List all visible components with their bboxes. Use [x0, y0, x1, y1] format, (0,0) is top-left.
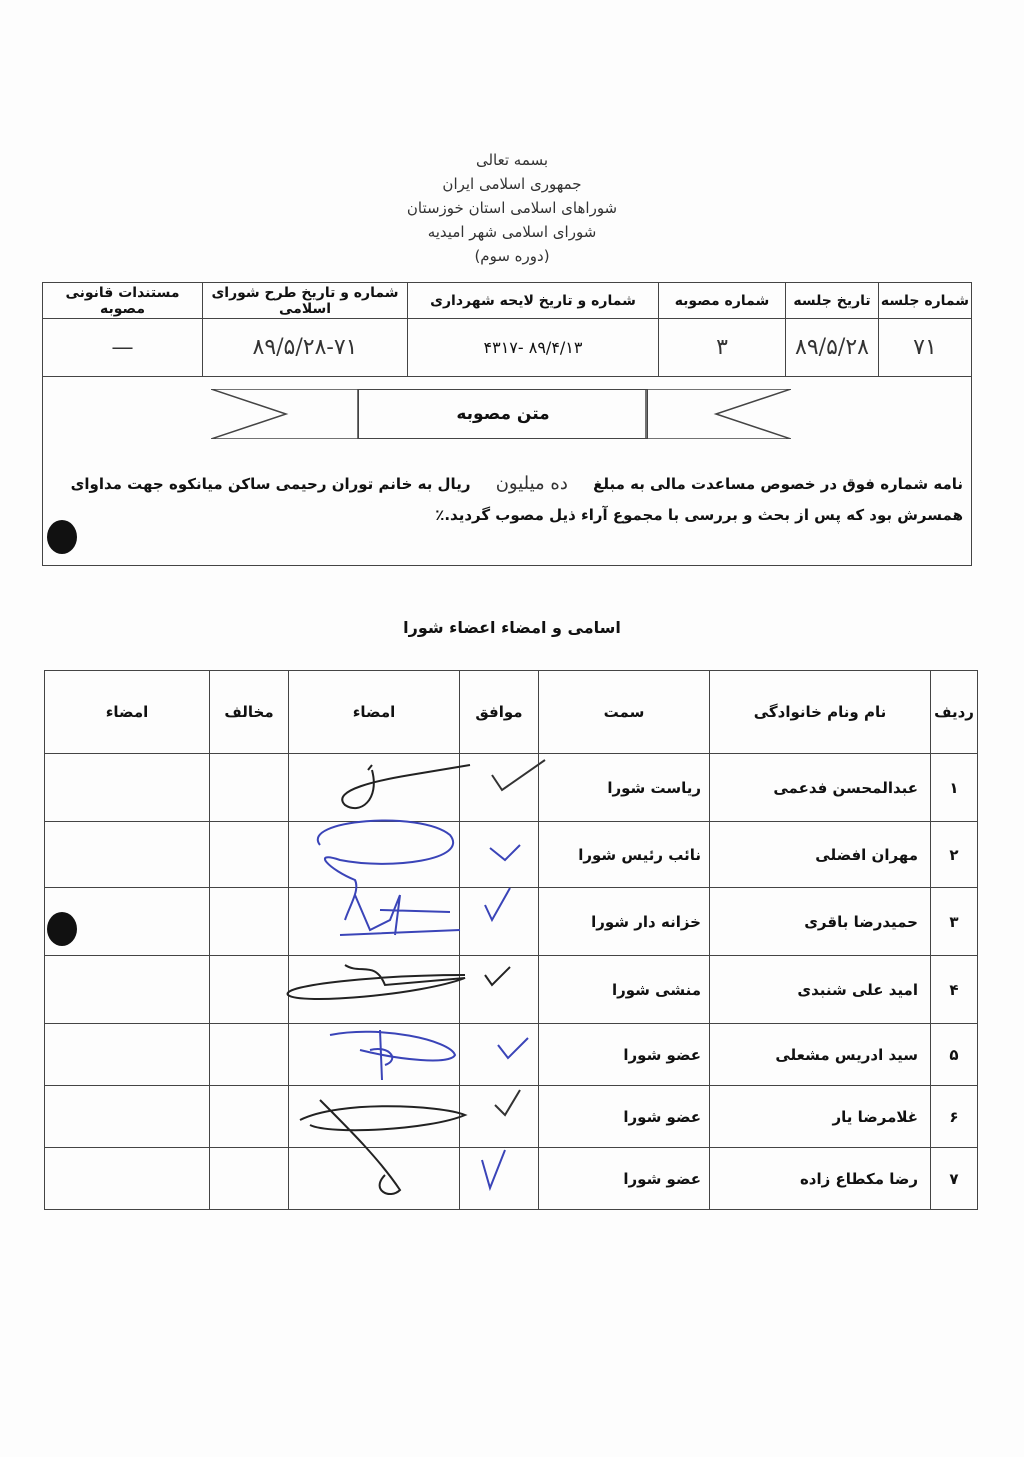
- header-line: شورای اسلامی شهر امیدیه: [427, 223, 597, 241]
- table-row: ۱ عبدالمحسن فدعمی ریاست شورا: [44, 753, 978, 822]
- member-role: ریاست شورا: [538, 753, 710, 822]
- legal-basis: —: [42, 318, 203, 377]
- handwritten-amount: ده میلیون: [495, 473, 568, 494]
- punch-hole: [47, 912, 77, 946]
- resolution-number: ۳: [658, 318, 786, 377]
- member-name: غلامرضا یار: [709, 1085, 931, 1148]
- approve-cell: [459, 1023, 539, 1086]
- signature-cell: [288, 887, 460, 956]
- member-role: خزانه دار شورا: [538, 887, 710, 956]
- punch-hole: [47, 520, 77, 554]
- col-session-date: تاریخ جلسه: [785, 282, 879, 319]
- col-approve-signature: امضاء: [288, 670, 460, 754]
- table-row: ۷ رضا مکطاع زاده عضو شورا: [44, 1147, 978, 1210]
- col-name: نام ونام خانوادگی: [709, 670, 931, 754]
- col-legal-basis: مستندات قانونی مصوبه: [42, 282, 203, 319]
- signature-cell: [44, 1023, 210, 1086]
- table-row: ۲ مهران افضلی نائب رئیس شورا: [44, 821, 978, 888]
- oppose-cell: [209, 955, 289, 1024]
- body-text-end: ریال به خانم توران رحیمی ساکن میانکوه جه…: [70, 475, 963, 524]
- col-resolution-number: شماره مصوبه: [658, 282, 786, 319]
- signature-cell: [44, 955, 210, 1024]
- member-name: حمیدرضا باقری: [709, 887, 931, 956]
- body-text-start: نامه شماره فوق در خصوص مساعدت مالی به مب…: [593, 475, 963, 493]
- approve-cell: [459, 1147, 539, 1210]
- header-line: جمهوری اسلامی ایران: [442, 175, 582, 193]
- signature-cell: [44, 1085, 210, 1148]
- col-row: ردیف: [930, 670, 978, 754]
- col-municipal-bill: شماره و تاریخ لایحه شهرداری: [407, 282, 659, 319]
- row-number: ۳: [930, 887, 978, 956]
- resolution-meta-table: شماره جلسه تاریخ جلسه شماره مصوبه شماره …: [42, 282, 972, 377]
- resolution-text-box: متن مصوبه نامه شماره فوق در خصوص مساعدت …: [42, 373, 972, 566]
- signature-cell: [288, 1147, 460, 1210]
- session-date: ۸۹/۵/۲۸: [785, 318, 879, 377]
- signature-cell: [288, 955, 460, 1024]
- row-number: ۴: [930, 955, 978, 1024]
- signature-cell: [288, 753, 460, 822]
- row-number: ۵: [930, 1023, 978, 1086]
- oppose-cell: [209, 753, 289, 822]
- row-number: ۱: [930, 753, 978, 822]
- oppose-cell: [209, 887, 289, 956]
- session-number: ۷۱: [878, 318, 972, 377]
- col-approve: موافق: [459, 670, 539, 754]
- approve-cell: [459, 887, 539, 956]
- resolution-banner-title: متن مصوبه: [358, 389, 648, 439]
- oppose-cell: [209, 1023, 289, 1086]
- signature-cell: [44, 753, 210, 822]
- council-plan: ۸۹/۵/۲۸-۷۱: [202, 318, 408, 377]
- col-oppose: مخالف: [209, 670, 289, 754]
- member-name: رضا مکطاع زاده: [709, 1147, 931, 1210]
- signature-cell: [44, 821, 210, 888]
- approve-cell: [459, 1085, 539, 1148]
- col-role: سمت: [538, 670, 710, 754]
- table-row: ۳ حمیدرضا باقری خزانه دار شورا: [44, 887, 978, 956]
- table-row: ۵ سید ادریس مشعلی عضو شورا: [44, 1023, 978, 1086]
- row-number: ۲: [930, 821, 978, 888]
- table-row: ۴ امید علی شنبدی منشی شورا: [44, 955, 978, 1024]
- member-name: سید ادریس مشعلی: [709, 1023, 931, 1086]
- col-session-number: شماره جلسه: [878, 282, 972, 319]
- signature-cell: [288, 1085, 460, 1148]
- approve-cell: [459, 753, 539, 822]
- member-role: نائب رئیس شورا: [538, 821, 710, 888]
- row-number: ۶: [930, 1085, 978, 1148]
- member-name: امید علی شنبدی: [709, 955, 931, 1024]
- signature-cell: [288, 1023, 460, 1086]
- municipal-bill: ۸۹/۴/۱۳ -۴۳۱۷: [407, 318, 659, 377]
- oppose-cell: [209, 1147, 289, 1210]
- member-role: عضو شورا: [538, 1147, 710, 1210]
- member-name: مهران افضلی: [709, 821, 931, 888]
- oppose-cell: [209, 1085, 289, 1148]
- resolution-body: نامه شماره فوق در خصوص مساعدت مالی به مب…: [53, 468, 963, 531]
- header-line: شوراهای اسلامی استان خوزستان: [406, 199, 618, 217]
- table-row: ۶ غلامرضا یار عضو شورا: [44, 1085, 978, 1148]
- signature-cell: [288, 821, 460, 888]
- member-role: عضو شورا: [538, 1023, 710, 1086]
- members-table: ردیف نام ونام خانوادگی سمت موافق امضاء م…: [44, 670, 978, 1210]
- members-title: اسامی و امضاء اعضاء شورا: [403, 618, 621, 637]
- signature-cell: [44, 1147, 210, 1210]
- row-number: ۷: [930, 1147, 978, 1210]
- approve-cell: [459, 955, 539, 1024]
- header-line: (دوره سوم): [474, 247, 550, 265]
- member-role: عضو شورا: [538, 1085, 710, 1148]
- member-name: عبدالمحسن فدعمی: [709, 753, 931, 822]
- col-council-plan: شماره و تاریخ طرح شورای اسلامی: [202, 282, 408, 319]
- member-role: منشی شورا: [538, 955, 710, 1024]
- oppose-cell: [209, 821, 289, 888]
- header-line: بسمه تعالی: [475, 151, 549, 169]
- letterhead: بسمه تعالی جمهوری اسلامی ایران شوراهای ا…: [362, 148, 662, 268]
- col-oppose-signature: امضاء: [44, 670, 210, 754]
- approve-cell: [459, 821, 539, 888]
